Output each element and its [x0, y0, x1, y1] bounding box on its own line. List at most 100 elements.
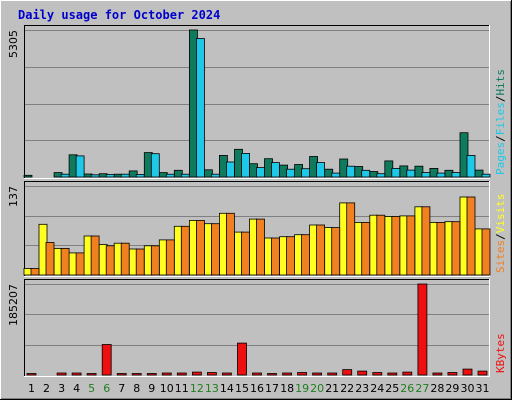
bar-kbytes-day-22: [342, 369, 353, 376]
bar-files-day-13: [210, 173, 220, 178]
series-sites: [30, 196, 491, 276]
bar-sites-day-23: [361, 221, 371, 276]
bar-kbytes-day-21: [327, 372, 338, 376]
legend-sites: Sites: [494, 240, 507, 273]
x-tick-label: 16: [250, 382, 264, 395]
bar-sites-day-13: [210, 223, 220, 276]
legend-visits: Visits: [494, 194, 507, 234]
bar-sites-day-20: [316, 224, 326, 276]
panel-kbytes: 185207 KBytes: [7, 279, 507, 377]
legend-separator: /: [494, 233, 507, 240]
chart-panels: 5305Pages/Files/Hits137Sites/Visits18520…: [7, 25, 507, 377]
x-tick-label: 30: [461, 382, 475, 395]
bar-sites-day-21: [331, 227, 341, 276]
bar-files-day-14: [225, 161, 235, 178]
bar-files-day-17: [271, 162, 280, 178]
x-tick-label: 17: [265, 382, 279, 395]
bar-files-day-19: [301, 168, 311, 178]
x-tick-label: 28: [430, 382, 444, 395]
bar-files-day-12: [195, 38, 205, 178]
bar-files-day-30: [466, 154, 476, 178]
x-tick-label: 11: [175, 382, 189, 395]
bar-sites-day-14: [225, 212, 235, 276]
bar-kbytes-day-7: [116, 373, 127, 376]
bar-files-day-31: [481, 173, 491, 178]
bar-sites-day-11: [180, 225, 190, 276]
legend-separator: /: [494, 96, 507, 103]
bar-kbytes-day-3: [56, 372, 67, 376]
bar-kbytes-day-18: [282, 372, 293, 376]
bar-sites-day-8: [135, 248, 145, 276]
x-tick-label: 10: [160, 382, 174, 395]
bar-files-day-4: [75, 155, 85, 178]
bar-sites-day-30: [466, 196, 476, 276]
x-tick-label: 19: [295, 382, 309, 395]
x-tick-label: 2: [43, 382, 50, 395]
bar-sites-day-28: [436, 221, 446, 276]
x-tick-label: 24: [370, 382, 384, 395]
bar-sites-day-25: [391, 216, 401, 276]
bar-sites-day-24: [376, 214, 386, 276]
bar-files-day-25: [391, 167, 401, 178]
x-tick-label: 15: [235, 382, 249, 395]
bar-files-day-6: [105, 174, 115, 178]
bar-sites-day-22: [346, 202, 356, 276]
bar-hits-day-1: [23, 174, 33, 178]
bar-kbytes-day-19: [297, 372, 308, 376]
bar-kbytes-day-23: [357, 370, 368, 376]
bar-kbytes-day-13: [206, 372, 217, 376]
x-tick-label: 29: [445, 382, 459, 395]
bar-kbytes-day-15: [237, 342, 247, 376]
bar-sites-day-26: [406, 215, 416, 276]
bar-sites-day-4: [75, 252, 85, 276]
bar-files-day-15: [241, 152, 250, 178]
bar-files-day-27: [421, 172, 431, 178]
bar-sites-day-1: [30, 268, 40, 276]
panel-sites-ymax-label: 137: [7, 186, 20, 207]
bar-kbytes-day-17: [267, 373, 277, 376]
bar-kbytes-day-24: [372, 372, 383, 376]
x-axis-labels: 1 2 3 4 5 6 7 8 9 10 11 12 13 14 15 16 17 18 19 20 21 22 23 24 2…: [28, 382, 490, 395]
bar-files-day-11: [180, 173, 190, 178]
bar-sites-day-17: [271, 237, 280, 276]
x-tick-label: 8: [133, 382, 140, 395]
panel-hits-legend: Pages/Files/Hits: [494, 69, 507, 175]
x-tick-label: 6: [103, 382, 110, 395]
panel-sites: 137 Sites/Visits: [7, 181, 507, 277]
bar-files-day-26: [406, 169, 416, 178]
bar-files-day-23: [361, 169, 371, 178]
bar-kbytes-day-5: [86, 373, 97, 376]
bar-kbytes-day-20: [312, 372, 323, 376]
bar-hits-day-30: [459, 132, 469, 178]
series-files: [60, 38, 491, 178]
x-tick-label: 21: [325, 382, 339, 395]
bar-files-day-8: [135, 174, 145, 178]
x-tick-label: 31: [476, 382, 490, 395]
bar-kbytes-day-9: [146, 373, 157, 376]
bar-sites-day-27: [421, 206, 431, 276]
x-tick-label: 1: [28, 382, 35, 395]
legend-hits: Hits: [494, 69, 507, 96]
x-tick-label: 18: [280, 382, 294, 395]
x-tick-label: 4: [73, 382, 80, 395]
bar-sites-day-16: [256, 218, 265, 276]
bar-kbytes-day-4: [71, 372, 82, 376]
bar-kbytes-day-11: [176, 372, 187, 376]
x-tick-label: 26: [400, 382, 414, 395]
bar-kbytes-day-14: [221, 372, 232, 376]
bar-kbytes-day-12: [191, 371, 202, 376]
panel-sites-legend: Sites/Visits: [494, 194, 507, 274]
bar-files-day-10: [165, 173, 175, 178]
bar-kbytes-day-6: [101, 344, 112, 376]
legend-kbytes: KBytes: [494, 333, 507, 373]
bar-kbytes-day-31: [477, 370, 488, 376]
bar-files-day-21: [331, 172, 341, 178]
series-kbytes: [26, 283, 488, 376]
bar-sites-day-9: [150, 245, 160, 276]
bar-sites-day-15: [241, 231, 250, 276]
bar-sites-day-31: [481, 228, 491, 276]
bar-kbytes-day-27: [417, 283, 428, 376]
bar-sites-day-18: [286, 236, 296, 276]
